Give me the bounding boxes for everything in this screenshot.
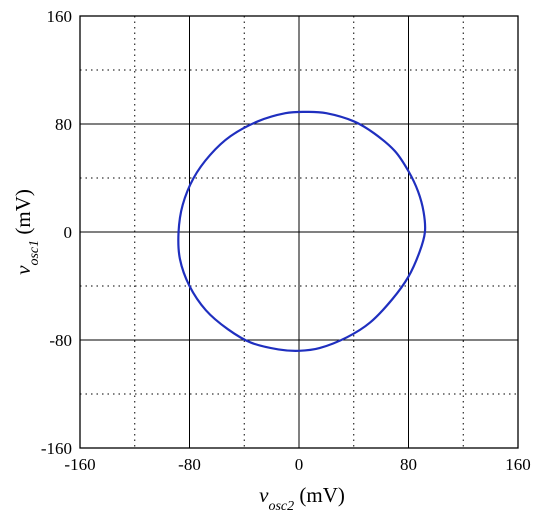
y-axis-label: vosc1 (mV)	[11, 189, 42, 275]
tick-labels: -160 -80 0 80 160 -160 -80 0 80 160	[41, 7, 531, 474]
y-tick-label: -160	[41, 439, 72, 458]
y-axis-var: v	[11, 265, 35, 275]
x-tick-label: -160	[64, 455, 95, 474]
grid-lines	[80, 16, 518, 448]
x-tick-label: -80	[178, 455, 201, 474]
series-layer	[177, 110, 427, 352]
y-tick-label: 80	[55, 115, 72, 134]
y-tick-label: -80	[49, 331, 72, 350]
x-axis-label: vosc2 (mV)	[259, 483, 345, 514]
y-axis-sub: osc1	[27, 240, 42, 266]
series-line	[177, 110, 427, 352]
y-tick-label: 160	[47, 7, 73, 26]
x-axis-var: v	[259, 483, 269, 507]
y-tick-label: 0	[64, 223, 73, 242]
x-tick-label: 80	[400, 455, 417, 474]
x-axis-unit: (mV)	[294, 483, 345, 507]
x-tick-label: 160	[505, 455, 531, 474]
y-axis-unit: (mV)	[11, 189, 35, 240]
x-axis-sub: osc2	[268, 499, 294, 514]
plot-frame	[79, 15, 519, 449]
x-tick-label: 0	[295, 455, 304, 474]
